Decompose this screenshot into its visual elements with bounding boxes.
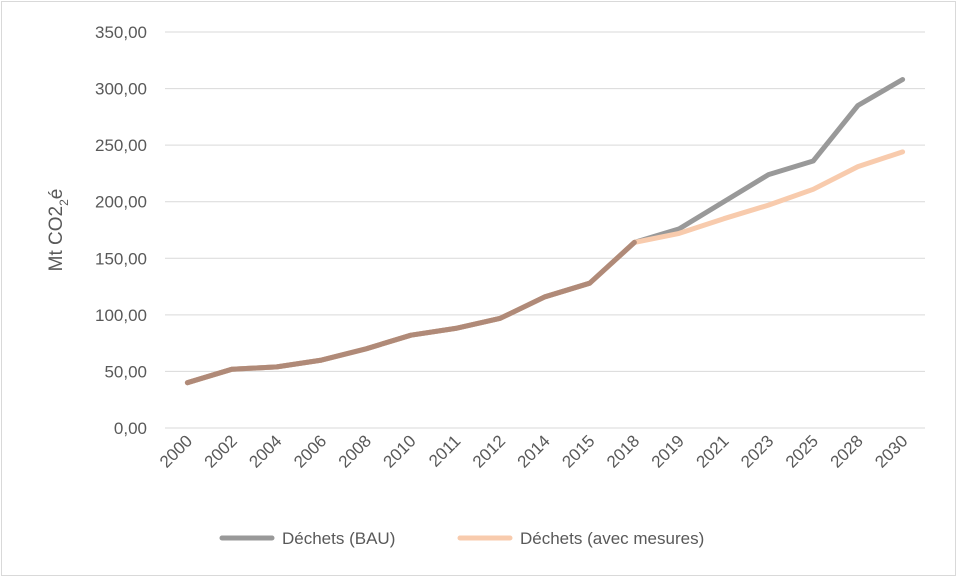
y-tick-label: 100,00 (95, 306, 147, 325)
legend-item-mesures: Déchets (avec mesures) (457, 529, 704, 548)
legend-item-bau: Déchets (BAU) (219, 529, 395, 548)
series-line-mesures (184, 149, 906, 386)
series-line-overlap (184, 239, 637, 386)
legend: Déchets (BAU) Déchets (avec mesures) (219, 529, 704, 548)
x-tick-label: 2019 (648, 431, 688, 471)
y-tick-label: 300,00 (95, 80, 147, 99)
x-tick-label: 2012 (469, 431, 509, 471)
grid-lines (165, 31, 925, 429)
x-tick-label: 2010 (380, 431, 420, 471)
x-tick-label: 2011 (425, 431, 464, 470)
x-tick-label: 2014 (514, 431, 554, 471)
x-tick-label: 2018 (603, 431, 643, 471)
y-tick-label: 0,00 (114, 419, 147, 438)
x-tick-label: 2015 (558, 431, 598, 471)
y-tick-label: 50,00 (104, 362, 147, 381)
y-tick-label: 150,00 (95, 249, 147, 268)
x-tick-label: 2030 (871, 431, 911, 471)
y-tick-label: 250,00 (95, 136, 147, 155)
x-tick-label: 2021 (692, 431, 732, 471)
legend-label: Déchets (avec mesures) (520, 529, 704, 548)
x-tick-label: 2025 (782, 431, 822, 471)
series-line-bau (184, 77, 906, 386)
x-tick-label: 2006 (290, 431, 330, 471)
legend-label: Déchets (BAU) (282, 529, 395, 548)
x-tick-label: 2004 (245, 431, 285, 471)
x-tick-label: 2028 (827, 431, 867, 471)
y-axis-label: Mt CO22é (46, 189, 71, 272)
x-tick-labels: 2000 2002 2004 2006 2008 2010 2011 2012 2014 2015… (156, 431, 911, 471)
x-tick-label: 2002 (201, 431, 241, 471)
x-tick-label: 2023 (737, 431, 777, 471)
y-tick-labels: 0,00 50,00 100,00 150,00 200,00 250,00 300,00 3… (95, 23, 147, 438)
series-lines (184, 77, 906, 386)
x-tick-label: 2008 (335, 431, 375, 471)
y-tick-label: 350,00 (95, 23, 147, 42)
y-tick-label: 200,00 (95, 193, 147, 212)
x-tick-label: 2000 (156, 431, 196, 471)
